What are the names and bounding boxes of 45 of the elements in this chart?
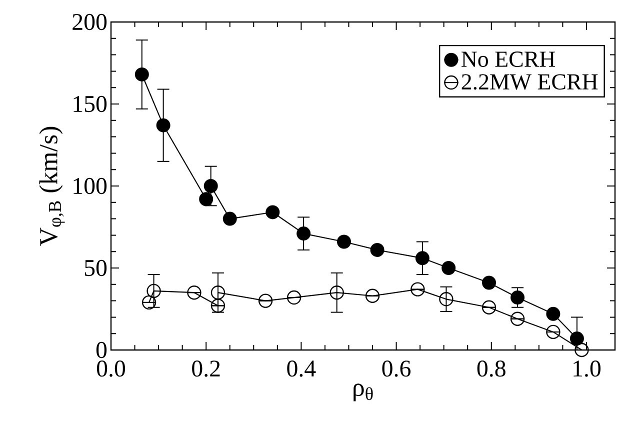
y-tick-label: 150 xyxy=(74,96,107,112)
point xyxy=(222,212,237,226)
legend-label: No ECRH xyxy=(462,52,556,67)
point xyxy=(156,118,170,132)
point xyxy=(546,306,560,321)
x-tick-label: 0.2 xyxy=(192,360,220,377)
y-tick-label: 100 xyxy=(74,178,107,194)
point xyxy=(134,67,149,82)
x-tick-label: 0.6 xyxy=(382,360,411,377)
point xyxy=(570,332,584,346)
point xyxy=(442,260,456,275)
point xyxy=(258,294,273,308)
point xyxy=(410,282,425,296)
point xyxy=(510,290,525,305)
point xyxy=(296,226,311,241)
point xyxy=(210,298,226,313)
point xyxy=(482,276,496,290)
point xyxy=(146,284,161,298)
x-tick-label: 0.8 xyxy=(477,360,506,377)
y-axis-title: V$_{φ,B}$ (km/s) xyxy=(39,126,65,246)
point xyxy=(546,324,560,340)
x-axis-title: ρ$_{θ}$ xyxy=(354,384,373,402)
x-tick-label: 0.4 xyxy=(287,360,316,377)
point xyxy=(199,192,214,206)
point xyxy=(510,312,525,326)
point xyxy=(204,178,218,193)
point xyxy=(439,292,454,306)
point xyxy=(142,295,156,310)
point xyxy=(210,286,226,300)
point xyxy=(330,286,344,300)
point xyxy=(482,300,496,314)
x-tick-label: 0.0 xyxy=(96,360,126,377)
point xyxy=(336,234,351,249)
point xyxy=(266,205,280,220)
point xyxy=(365,288,380,303)
point xyxy=(286,290,302,305)
x-tick-label: 1.0 xyxy=(574,360,601,377)
y-tick-label: 50 xyxy=(84,260,107,276)
y-tick-label: 0 xyxy=(96,342,107,358)
point xyxy=(574,342,589,358)
point xyxy=(187,286,202,300)
y-tick-label: 200 xyxy=(72,14,107,30)
legend-label: 2.2MW ECRH xyxy=(462,74,598,90)
point xyxy=(415,251,430,266)
point xyxy=(370,242,384,257)
